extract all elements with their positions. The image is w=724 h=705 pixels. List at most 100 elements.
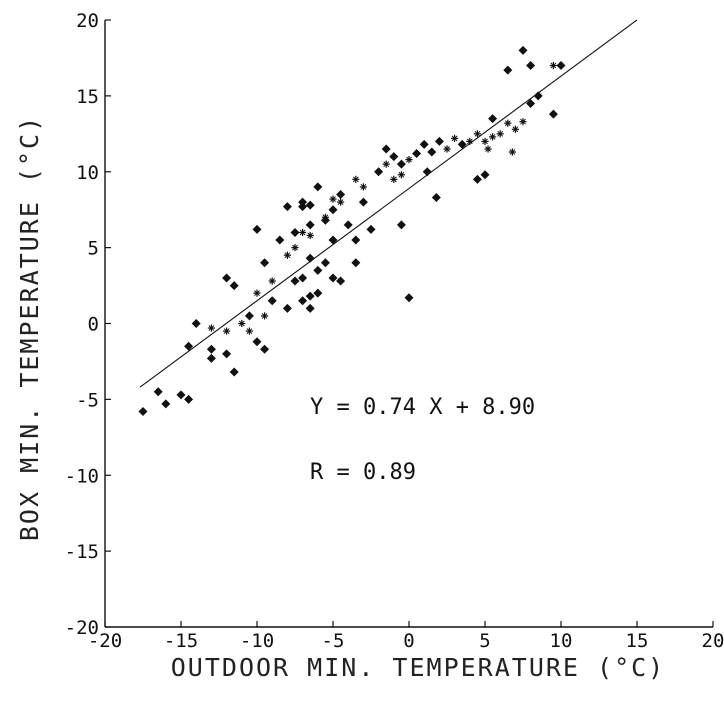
x-tick-label: 0 [403,630,414,652]
regression-line [139,19,638,388]
data-point [526,98,536,108]
regression-line-group [139,19,638,388]
data-point [389,152,399,162]
data-point [397,171,405,179]
data-point [222,273,232,283]
y-tick-label: 15 [76,86,99,108]
data-point [374,167,384,177]
data-point [245,327,253,335]
data-point [329,195,337,203]
y-tick-label: 0 [88,314,99,336]
data-point [396,220,406,230]
data-point [508,148,516,156]
data-point [283,251,291,259]
data-point [390,175,398,183]
data-point [358,197,368,207]
data-point [488,114,498,124]
data-point [337,198,345,206]
data-point [305,291,315,301]
data-point [556,61,566,71]
data-point [503,65,513,75]
data-point [313,182,323,192]
y-tick-label: -15 [65,541,99,563]
data-point [252,224,262,234]
data-point [298,273,308,283]
regression-equation: Y = 0.74 X + 8.90 [310,395,535,420]
data-point [366,224,376,234]
data-point [253,289,261,297]
data-point [207,324,215,332]
data-point [352,175,360,183]
data-point [480,170,490,180]
data-point [405,156,413,164]
data-point [489,133,497,141]
data-point [244,311,254,321]
data-point [176,390,186,400]
data-point [412,149,422,159]
data-point [518,45,528,55]
x-tick-label: 5 [479,630,490,652]
data-point [481,137,489,145]
data-point [305,303,315,313]
data-point [359,183,367,191]
data-point [351,235,361,245]
x-tick-label: -20 [88,630,122,652]
data-point [427,147,437,157]
x-tick-label: -10 [240,630,274,652]
data-point [381,144,391,154]
data-point [238,319,246,328]
data-point [328,273,338,283]
data-point [511,125,519,133]
data-point [431,193,441,203]
data-point [252,337,262,347]
data-point [404,293,414,303]
data-point [305,220,315,230]
data-point [260,344,270,354]
data-point [484,145,492,153]
data-point [184,394,194,404]
data-point [451,134,459,142]
data-point [153,387,163,397]
data-point [206,344,216,354]
correlation-coefficient: R = 0.89 [310,460,416,485]
data-point [298,202,308,212]
data-point [298,296,308,306]
data-point [526,61,536,71]
data-point [466,137,474,145]
data-point [305,253,315,263]
data-point [434,136,444,146]
data-point [443,145,451,153]
data-point [419,139,429,149]
data-point [275,235,285,245]
data-point [299,228,307,237]
data-point [382,160,390,168]
data-point [268,277,276,285]
y-tick-label: -10 [65,465,99,487]
x-tick-label: 20 [702,630,724,652]
x-tick-label: 10 [550,630,573,652]
y-axis-title: BOX MIN. TEMPERATURE (°C) [15,115,44,541]
data-point [328,235,338,245]
data-point [298,197,308,207]
y-tick-label: -5 [76,389,99,411]
data-point [290,276,300,286]
data-point [222,349,232,359]
data-point [282,202,292,212]
data-point [548,109,558,119]
data-point [291,244,299,252]
data-point [336,190,346,200]
data-point [282,303,292,313]
data-point [336,276,346,286]
data-point [306,231,314,240]
data-point [184,341,194,351]
x-tick-label: -5 [322,630,345,652]
data-point [206,353,216,363]
x-axis-title: OUTDOOR MIN. TEMPERATURE (°C) [171,653,666,682]
data-point [328,205,338,215]
data-point [223,327,231,335]
data-point [549,61,557,70]
data-point [229,281,239,291]
data-point [138,407,148,417]
data-point [320,258,330,268]
